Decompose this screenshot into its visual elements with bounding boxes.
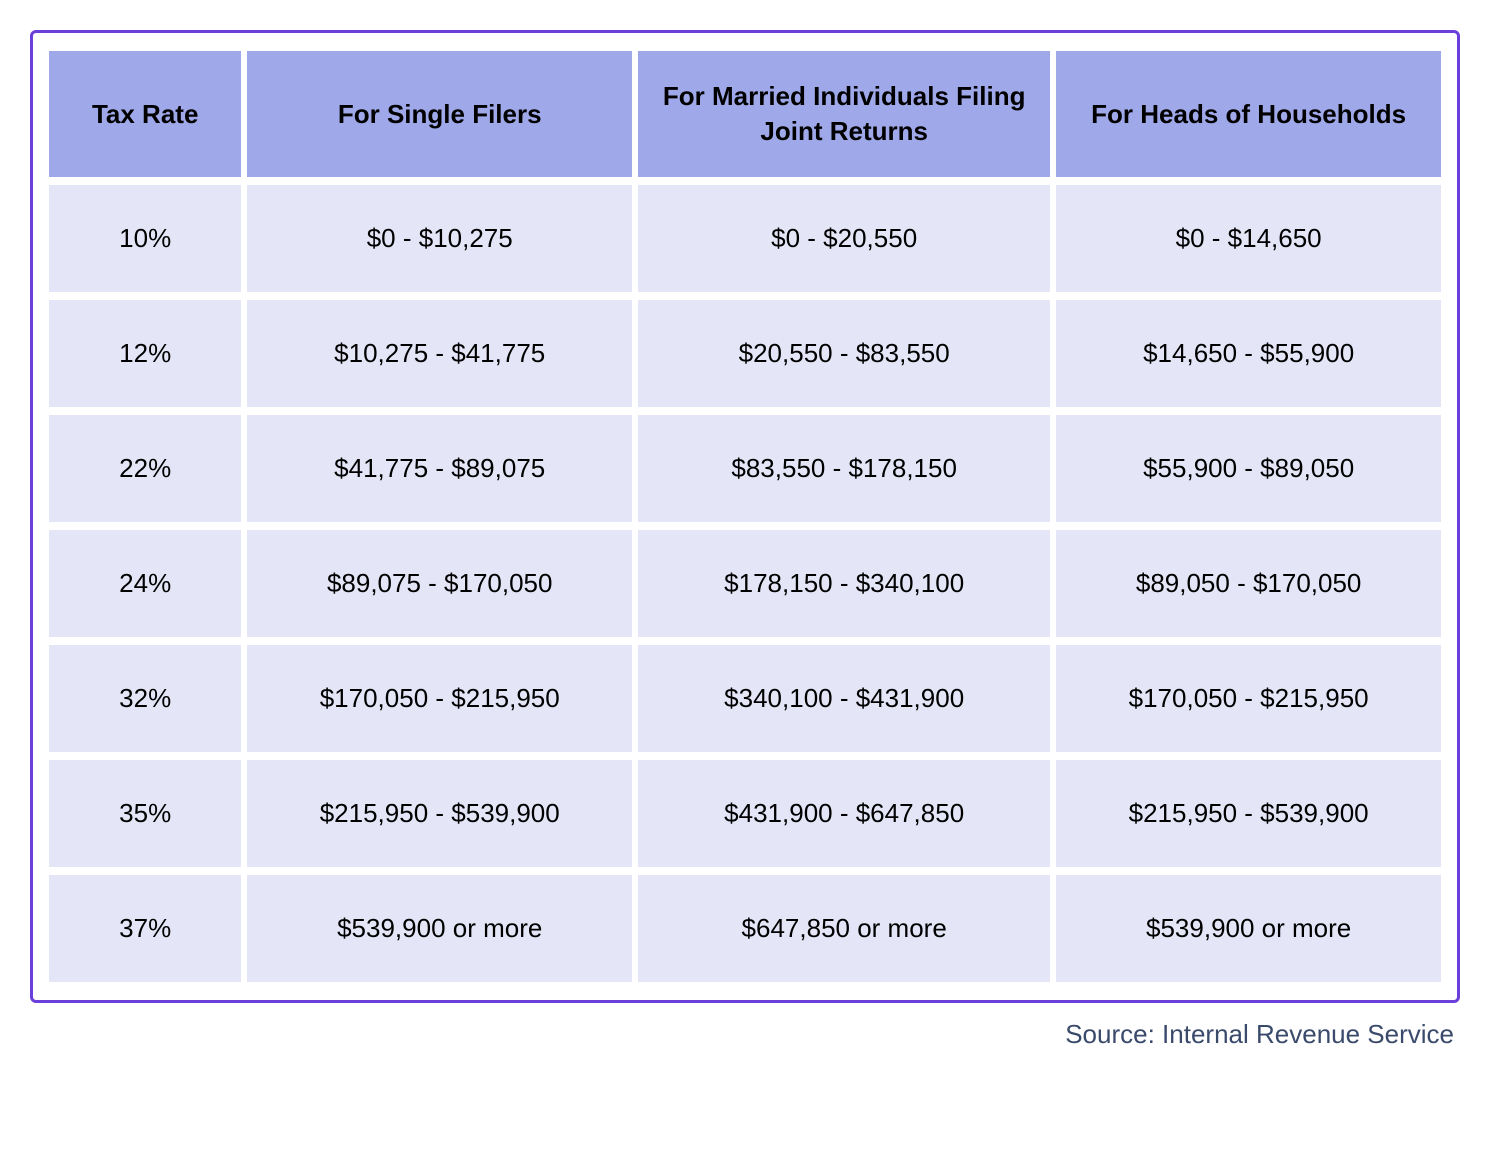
- table-row: 10% $0 - $10,275 $0 - $20,550 $0 - $14,6…: [49, 185, 1441, 292]
- col-header-married-joint: For Married Individuals Filing Joint Ret…: [638, 51, 1050, 177]
- cell-rate: 22%: [49, 415, 241, 522]
- cell-single: $215,950 - $539,900: [247, 760, 632, 867]
- cell-rate: 35%: [49, 760, 241, 867]
- cell-married: $178,150 - $340,100: [638, 530, 1050, 637]
- cell-single: $10,275 - $41,775: [247, 300, 632, 407]
- cell-rate: 12%: [49, 300, 241, 407]
- cell-married: $340,100 - $431,900: [638, 645, 1050, 752]
- cell-married: $0 - $20,550: [638, 185, 1050, 292]
- cell-hoh: $14,650 - $55,900: [1056, 300, 1441, 407]
- tax-brackets-table-container: Tax Rate For Single Filers For Married I…: [30, 30, 1460, 1003]
- cell-rate: 24%: [49, 530, 241, 637]
- table-row: 35% $215,950 - $539,900 $431,900 - $647,…: [49, 760, 1441, 867]
- cell-single: $539,900 or more: [247, 875, 632, 982]
- cell-rate: 32%: [49, 645, 241, 752]
- cell-rate: 10%: [49, 185, 241, 292]
- cell-married: $20,550 - $83,550: [638, 300, 1050, 407]
- cell-single: $89,075 - $170,050: [247, 530, 632, 637]
- cell-hoh: $215,950 - $539,900: [1056, 760, 1441, 867]
- cell-hoh: $55,900 - $89,050: [1056, 415, 1441, 522]
- cell-hoh: $89,050 - $170,050: [1056, 530, 1441, 637]
- tax-brackets-table: Tax Rate For Single Filers For Married I…: [43, 43, 1447, 990]
- table-header-row: Tax Rate For Single Filers For Married I…: [49, 51, 1441, 177]
- table-row: 32% $170,050 - $215,950 $340,100 - $431,…: [49, 645, 1441, 752]
- cell-rate: 37%: [49, 875, 241, 982]
- table-row: 24% $89,075 - $170,050 $178,150 - $340,1…: [49, 530, 1441, 637]
- cell-single: $0 - $10,275: [247, 185, 632, 292]
- cell-hoh: $539,900 or more: [1056, 875, 1441, 982]
- cell-single: $41,775 - $89,075: [247, 415, 632, 522]
- cell-married: $83,550 - $178,150: [638, 415, 1050, 522]
- cell-hoh: $0 - $14,650: [1056, 185, 1441, 292]
- cell-married: $647,850 or more: [638, 875, 1050, 982]
- cell-married: $431,900 - $647,850: [638, 760, 1050, 867]
- table-row: 12% $10,275 - $41,775 $20,550 - $83,550 …: [49, 300, 1441, 407]
- table-row: 37% $539,900 or more $647,850 or more $5…: [49, 875, 1441, 982]
- table-row: 22% $41,775 - $89,075 $83,550 - $178,150…: [49, 415, 1441, 522]
- cell-hoh: $170,050 - $215,950: [1056, 645, 1441, 752]
- col-header-single: For Single Filers: [247, 51, 632, 177]
- cell-single: $170,050 - $215,950: [247, 645, 632, 752]
- col-header-head-household: For Heads of Households: [1056, 51, 1441, 177]
- source-attribution: Source: Internal Revenue Service: [30, 1003, 1460, 1050]
- col-header-tax-rate: Tax Rate: [49, 51, 241, 177]
